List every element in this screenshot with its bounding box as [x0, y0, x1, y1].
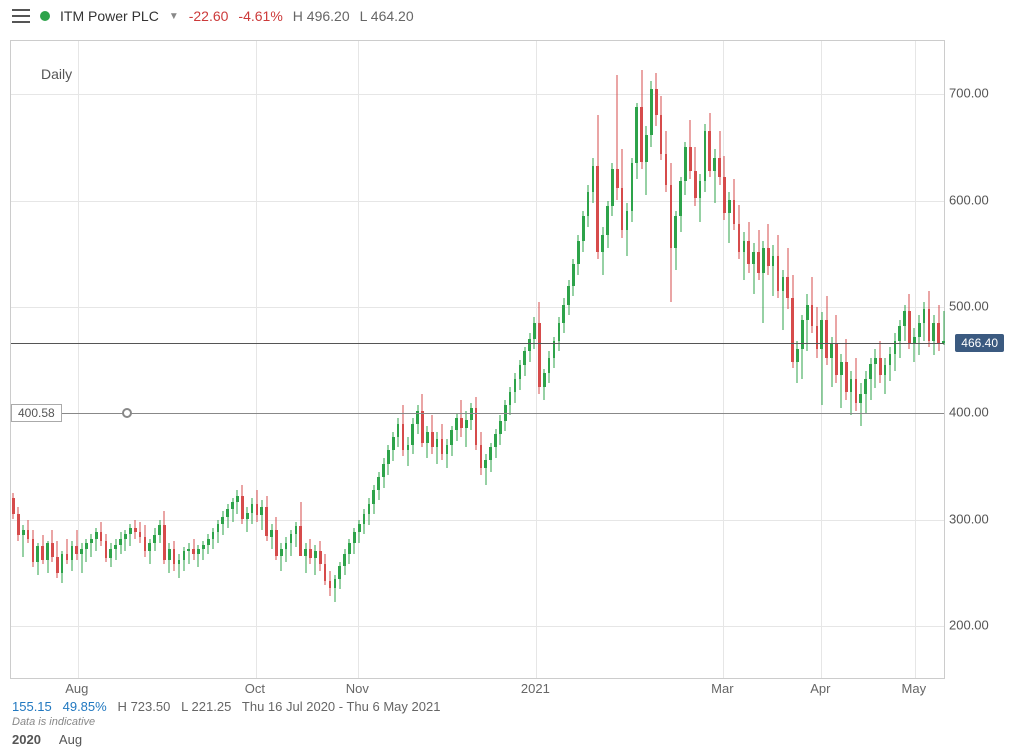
footer-year: 2020	[12, 732, 41, 747]
x-tick-label: Apr	[810, 681, 830, 696]
x-tick-label: Mar	[711, 681, 733, 696]
menu-icon[interactable]	[12, 9, 30, 23]
range-percent: 49.85%	[63, 699, 107, 714]
y-tick-label: 600.00	[949, 192, 989, 207]
indicative-note: Data is indicative	[12, 716, 440, 728]
interval-label: Daily	[41, 66, 72, 82]
current-price-tag: 466.40	[955, 334, 1004, 352]
y-tick-label: 300.00	[949, 511, 989, 526]
y-tick-label: 700.00	[949, 86, 989, 101]
range-low: L 221.25	[181, 699, 231, 714]
y-tick-label: 200.00	[949, 617, 989, 632]
plot-area[interactable]: Daily 466.40 400.58	[10, 40, 945, 679]
x-tick-label: Nov	[346, 681, 369, 696]
x-axis: Aug Oct Nov 2021 Mar Apr May	[10, 679, 945, 701]
current-price-line: 466.40	[11, 343, 944, 344]
user-line-label: 400.58	[11, 404, 62, 422]
symbol-name: ITM Power PLC	[60, 8, 159, 24]
chart-header: ITM Power PLC ▼ -22.60 -4.61% H 496.20 L…	[0, 0, 1015, 32]
date-range: Thu 16 Jul 2020 - Thu 6 May 2021	[242, 699, 441, 714]
day-low: L 464.20	[360, 8, 414, 24]
y-axis: 200.00 300.00 400.00 500.00 600.00 700.00	[945, 40, 1005, 679]
change-percent: -4.61%	[238, 8, 282, 24]
user-horizontal-line[interactable]: 400.58	[11, 413, 944, 414]
change-absolute: -22.60	[189, 8, 229, 24]
x-tick-label: Oct	[245, 681, 265, 696]
status-dot	[40, 11, 50, 21]
footer-first-month: Aug	[59, 732, 82, 747]
user-line-handle[interactable]	[122, 408, 132, 418]
chevron-down-icon[interactable]: ▼	[169, 11, 179, 22]
x-tick-label: 2021	[521, 681, 550, 696]
x-tick-label: May	[902, 681, 927, 696]
chart-container: Daily 466.40 400.58 200.00 300.00 400.00 50…	[10, 40, 1005, 701]
chart-footer: 155.15 49.85% H 723.50 L 221.25 Thu 16 J…	[12, 699, 440, 747]
x-tick-label: Aug	[65, 681, 88, 696]
y-tick-label: 500.00	[949, 298, 989, 313]
day-high: H 496.20	[293, 8, 350, 24]
y-tick-label: 400.00	[949, 405, 989, 420]
range-high: H 723.50	[118, 699, 171, 714]
candlestick-series	[11, 41, 944, 678]
range-value: 155.15	[12, 699, 52, 714]
